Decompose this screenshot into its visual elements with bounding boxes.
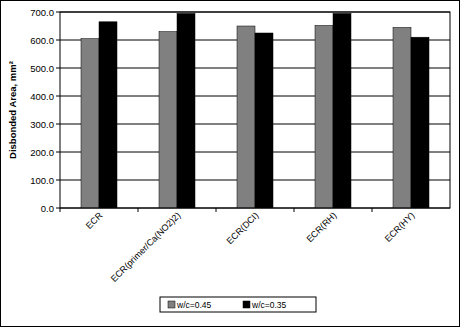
bar xyxy=(159,32,177,208)
x-tick xyxy=(216,208,217,212)
bar xyxy=(99,22,117,208)
legend-box xyxy=(160,297,316,312)
x-tick xyxy=(372,208,373,212)
bar xyxy=(237,26,255,208)
y-tick xyxy=(56,180,60,181)
y-tick-label: 500.0 xyxy=(30,63,54,74)
y-tick-label: 300.0 xyxy=(30,119,54,130)
outer-frame xyxy=(1,1,460,327)
x-tick xyxy=(138,208,139,212)
y-tick-label: 200.0 xyxy=(30,147,54,158)
x-tick-label: ECR(DCI) xyxy=(225,210,261,246)
y-tick-label: 0.0 xyxy=(41,203,54,214)
y-tick xyxy=(56,96,60,97)
bar xyxy=(315,25,333,208)
y-tick xyxy=(56,40,60,41)
legend-label: w/c=0.35 xyxy=(251,300,287,310)
x-tick xyxy=(294,208,295,212)
y-tick xyxy=(56,12,60,13)
bar xyxy=(81,39,99,208)
x-tick-label: ECR xyxy=(84,210,105,231)
y-tick xyxy=(56,124,60,125)
plot-frame xyxy=(60,12,450,208)
bars xyxy=(81,13,429,208)
x-tick-label: ECR(RH) xyxy=(304,210,338,244)
x-tick-label: ECR(HY) xyxy=(383,210,417,244)
bar xyxy=(177,13,195,208)
bar xyxy=(333,13,351,208)
legend-swatch xyxy=(243,301,250,308)
y-tick xyxy=(56,208,60,209)
legend-label: w/c=0.45 xyxy=(176,300,212,310)
y-tick-label: 100.0 xyxy=(30,175,54,186)
y-tick xyxy=(56,152,60,153)
bar xyxy=(255,33,273,208)
bar xyxy=(411,37,429,208)
x-tick-label: ECR(primer/Ca(NO2)2) xyxy=(109,210,183,284)
y-tick-label: 700.0 xyxy=(30,7,54,18)
y-tick-label: 600.0 xyxy=(30,35,54,46)
bar xyxy=(393,27,411,208)
x-tick xyxy=(60,208,61,212)
y-axis-label: Disbonded Area, mm² xyxy=(7,61,18,159)
chart-svg: 0.0 100.0 200.0 300.0 400.0 500.0 600.0 700.0 Di… xyxy=(0,0,460,327)
chart-container: 0.0 100.0 200.0 300.0 400.0 500.0 600.0 700.0 Di… xyxy=(0,0,460,327)
legend-swatch xyxy=(168,301,175,308)
y-tick xyxy=(56,68,60,69)
y-tick-label: 400.0 xyxy=(30,91,54,102)
